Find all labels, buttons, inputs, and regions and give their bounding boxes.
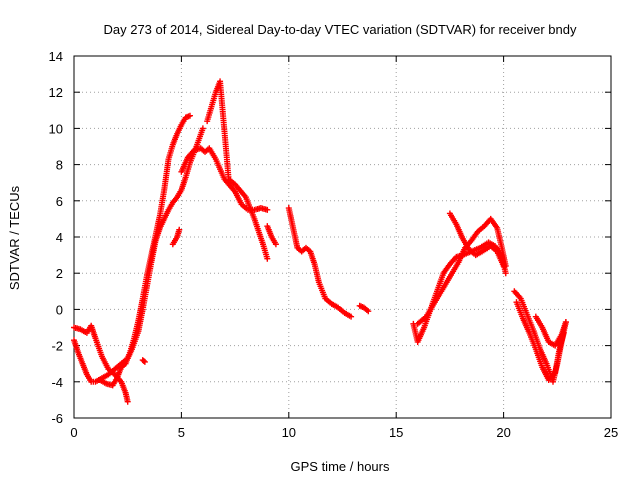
series-arc-2a xyxy=(285,205,355,320)
y-tick-label: -4 xyxy=(51,375,63,390)
y-tick-label: 4 xyxy=(56,230,63,245)
series-arc-1f xyxy=(178,145,271,213)
series-arc-3f xyxy=(532,313,569,349)
y-tick-label: 0 xyxy=(56,302,63,317)
y-tick-label: 2 xyxy=(56,266,63,281)
x-axis-label: GPS time / hours xyxy=(291,459,390,474)
x-tick-label: 20 xyxy=(496,425,510,440)
data-point xyxy=(199,125,206,132)
x-tick-label: 10 xyxy=(282,425,296,440)
chart-title: Day 273 of 2014, Sidereal Day-to-day VTE… xyxy=(103,22,577,37)
series-arc-1d xyxy=(139,357,148,365)
y-tick-label: 12 xyxy=(49,85,63,100)
series-arc-3a xyxy=(410,239,509,345)
axes: 0 5 10 15 20 25 -6 -4 -2 0 2 4 6 8 10 12 14 xyxy=(49,49,619,440)
data-point xyxy=(502,270,509,277)
x-tick-label: 5 xyxy=(178,425,185,440)
data-point xyxy=(272,241,279,248)
y-tick-label: 14 xyxy=(49,49,63,64)
y-tick-label: -6 xyxy=(51,411,63,426)
series-arc-1g xyxy=(204,78,271,262)
y-axis-label: SDTVAR / TECUs xyxy=(7,185,22,290)
y-tick-label: 10 xyxy=(49,121,63,136)
data-point xyxy=(348,313,355,320)
y-tick-label: 6 xyxy=(56,194,63,209)
series-arc-3c xyxy=(446,210,507,269)
y-tick-label: -2 xyxy=(51,339,63,354)
data-point xyxy=(562,319,569,326)
series-arc-2b xyxy=(356,302,372,315)
data-point xyxy=(365,308,372,315)
series-arc-1e xyxy=(169,226,183,248)
series-arc-3b xyxy=(414,215,509,327)
data-point xyxy=(264,255,271,262)
series-arc-1c xyxy=(96,112,193,389)
data-point xyxy=(124,398,131,405)
data-point xyxy=(141,358,148,365)
data-point xyxy=(500,262,507,269)
x-tick-label: 25 xyxy=(604,425,618,440)
data-point xyxy=(176,226,183,233)
data-point xyxy=(264,206,271,213)
series-arc-3e xyxy=(513,299,567,383)
x-tick-label: 15 xyxy=(389,425,403,440)
x-tick-label: 0 xyxy=(70,425,77,440)
series-arc-1h xyxy=(264,223,279,248)
y-tick-label: 8 xyxy=(56,158,63,173)
data-point xyxy=(186,112,193,119)
data-points xyxy=(71,78,569,405)
data-point xyxy=(140,357,147,364)
